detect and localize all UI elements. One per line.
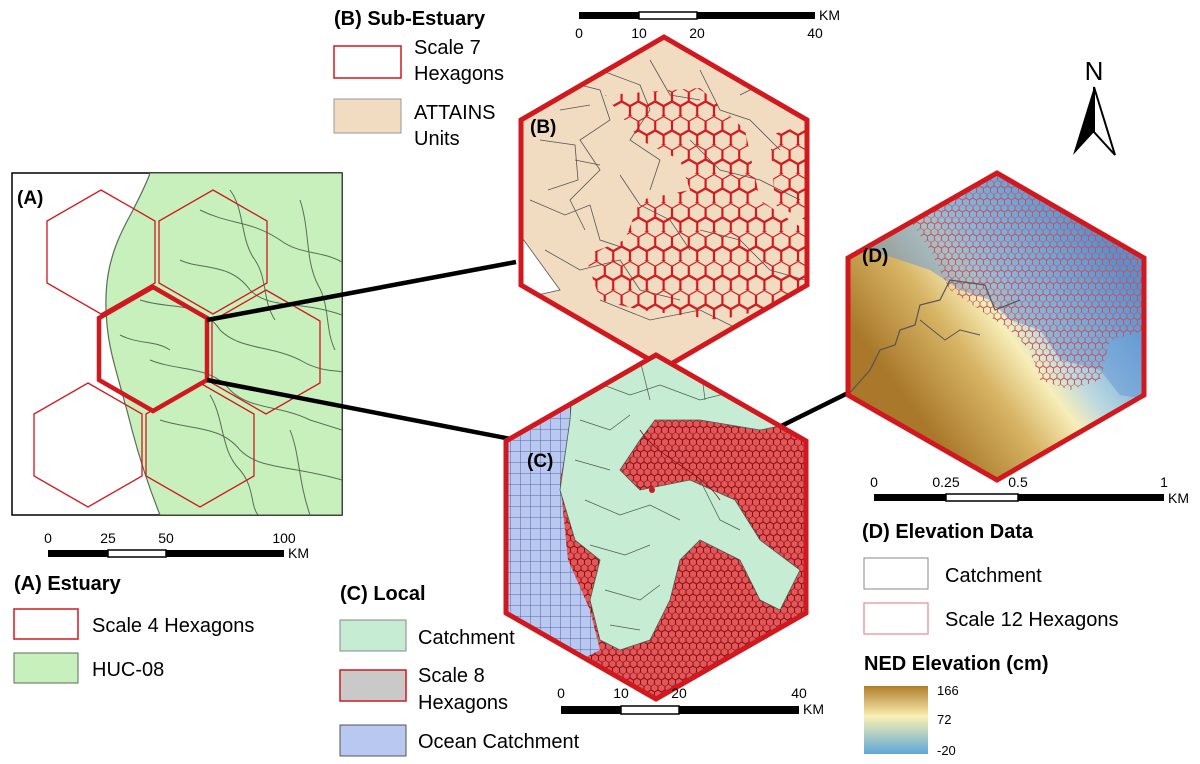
estuary-map: (A): [11, 172, 343, 516]
scalebar-b-unit: KM: [819, 7, 840, 23]
legend-a-item-hexagons: Scale 4 Hexagons: [92, 615, 254, 637]
scalebar-d-tick-1: 0.25: [932, 474, 959, 490]
legend-c-title: (C) Local: [340, 583, 426, 605]
legend-d-item-catchment: Catchment: [945, 565, 1042, 587]
legend-c-item-catchment: Catchment: [418, 627, 515, 649]
ocean-catchment-area: [506, 355, 600, 699]
legend-c-swatch-ocean: [339, 724, 407, 757]
legend-local: (C) Local Catchment Scale 8 Hexagons Oce…: [339, 583, 580, 757]
scale7-hexagon-cluster: [585, 88, 805, 320]
scalebar-d-tick-3: 1: [1160, 474, 1168, 490]
scalebar-b-tick-0: 0: [575, 25, 583, 41]
scalebar-c: 0 10 20 40 KM: [557, 685, 824, 717]
legend-d-ramp-title: NED Elevation (cm): [864, 653, 1048, 675]
legend-a-item-huc: HUC-08: [92, 659, 164, 681]
scalebar-b-tick-2: 20: [689, 25, 705, 41]
scalebar-d-tick-2: 0.5: [1008, 474, 1028, 490]
legend-c-item-ocean: Ocean Catchment: [418, 731, 580, 753]
scalebar-c-tick-1: 10: [613, 685, 629, 701]
panel-label-c: (C): [527, 451, 553, 472]
ramp-tick-low: -20: [937, 743, 956, 758]
scalebar-a-tick-3: 100: [272, 530, 296, 546]
panel-label-b: (B): [530, 117, 556, 138]
legend-c-swatch-hexagons: [339, 669, 407, 702]
local-map: (C): [503, 352, 809, 702]
ramp-tick-mid: 72: [937, 712, 951, 727]
legend-c-swatch-catchment: [339, 619, 407, 652]
scalebar-b-tick-3: 40: [807, 25, 823, 41]
panel-label-d: (D): [862, 246, 888, 267]
legend-b-item-attains-line1: ATTAINS: [414, 102, 495, 124]
scalebar-d-tick-0: 0: [870, 474, 878, 490]
scalebar-d: 0 0.25 0.5 1 KM: [870, 474, 1189, 506]
sub-estuary-map: (B): [518, 34, 810, 371]
scalebar-a: 0 25 50 100 KM: [44, 530, 309, 561]
scalebar-a-unit: KM: [288, 545, 309, 561]
ramp-tick-high: 166: [937, 683, 959, 698]
panel-label-a: (A): [17, 188, 43, 209]
elevation-color-ramp: [864, 686, 928, 754]
scalebar-c-tick-2: 20: [671, 685, 687, 701]
catchment-area: [559, 355, 806, 651]
legend-b-item-hexagons-line2: Hexagons: [414, 63, 504, 85]
scalebar-d-unit: KM: [1168, 490, 1189, 506]
legend-elevation: (D) Elevation Data Catchment Scale 12 He…: [862, 521, 1118, 758]
legend-estuary: (A) Estuary Scale 4 Hexagons HUC-08: [13, 573, 254, 684]
catchment-boundary: [848, 279, 1021, 396]
legend-a-title: (A) Estuary: [14, 573, 122, 595]
scalebar-c-tick-0: 0: [557, 685, 565, 701]
scalebar-a-tick-1: 25: [100, 530, 116, 546]
scalebar-a-tick-0: 0: [44, 530, 52, 546]
legend-b-title: (B) Sub-Estuary: [334, 8, 486, 30]
legend-d-swatch-hexagons: [863, 602, 929, 635]
scalebar-b-tick-1: 10: [631, 25, 647, 41]
north-arrow-icon: N: [1073, 56, 1116, 156]
north-label: N: [1085, 56, 1104, 86]
legend-sub-estuary: (B) Sub-Estuary Scale 7 Hexagons ATTAINS…: [333, 8, 504, 150]
scalebar-c-unit: KM: [803, 701, 824, 717]
scalebar-b: 0 10 20 40 KM: [575, 7, 840, 41]
scalebar-c-tick-3: 40: [791, 685, 807, 701]
legend-a-swatch-huc: [13, 652, 79, 684]
legend-d-swatch-catchment: [863, 557, 929, 590]
legend-b-swatch-hexagons: [333, 45, 402, 79]
legend-b-item-attains-line2: Units: [414, 128, 460, 150]
elevation-map: (D): [845, 170, 1147, 483]
legend-a-swatch-hexagons: [13, 608, 79, 640]
legend-d-item-hexagons: Scale 12 Hexagons: [945, 609, 1118, 631]
legend-b-item-hexagons-line1: Scale 7: [414, 37, 481, 59]
legend-d-title: (D) Elevation Data: [862, 521, 1034, 543]
legend-c-item-hexagons-line1: Scale 8: [418, 665, 485, 687]
selected-point-c: [649, 487, 655, 493]
legend-b-swatch-attains: [333, 98, 402, 134]
legend-c-item-hexagons-line2: Hexagons: [418, 692, 508, 714]
scalebar-a-tick-2: 50: [158, 530, 174, 546]
huc08-region: [105, 173, 342, 515]
